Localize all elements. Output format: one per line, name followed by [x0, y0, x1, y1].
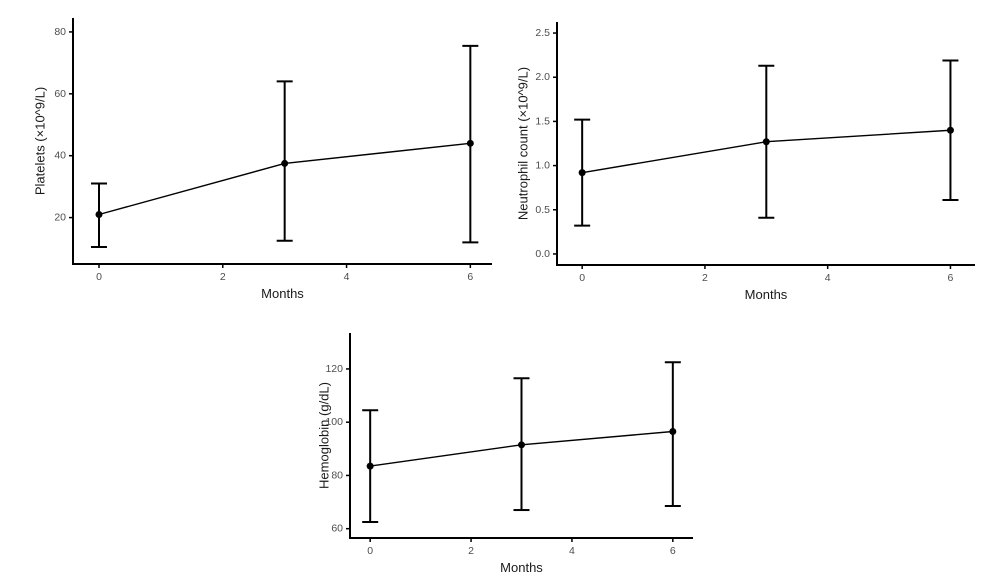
series-mean-with-error-bars [90, 44, 479, 248]
x-tick-label: 2 [220, 271, 226, 283]
data-point [578, 169, 586, 177]
data-point [946, 126, 954, 134]
y-tick-label: 1.5 [535, 115, 550, 127]
x-axis-title: Months [500, 560, 543, 575]
data-point [281, 159, 289, 167]
y-axis-title: Hemoglobin (g/dL) [317, 382, 332, 489]
x-tick-label: 2 [468, 545, 474, 557]
chart-neutrophil-count: 0 2 4 6 0.0 0.5 1.0 1.5 2.0 2.5 Neutrophil count (… [500, 0, 982, 305]
x-tick-label: 0 [96, 271, 102, 283]
series-mean-with-error-bars [574, 59, 959, 227]
hemoglobin-plot: 0 2 4 6 60 80 100 120 Hemoglobin (g/dL) Months [317, 333, 693, 575]
y-tick-label: 20 [54, 212, 66, 224]
chart-hemoglobin: 0 2 4 6 60 80 100 120 Hemoglobin (g/dL) Months [300, 300, 705, 582]
x-axis-title: Months [261, 286, 304, 301]
x-tick-label: 0 [579, 272, 585, 284]
chart-platelets: 0 2 4 6 20 40 60 80 Platelets (×10^9/L) Months [0, 0, 497, 305]
y-tick-label: 2.5 [535, 27, 550, 39]
data-point [669, 428, 677, 436]
x-tick-label: 4 [825, 272, 831, 284]
y-tick-label: 60 [331, 523, 343, 535]
y-axis-title: Platelets (×10^9/L) [33, 87, 48, 195]
y-tick-label: 0.5 [535, 204, 550, 216]
y-tick-label: 60 [54, 88, 66, 100]
data-point [95, 210, 103, 218]
x-axis-title: Months [745, 287, 788, 302]
data-point [466, 139, 474, 147]
x-tick-label: 6 [670, 545, 676, 557]
x-tick-label: 4 [569, 545, 575, 557]
x-tick-label: 6 [467, 271, 473, 283]
y-tick-label: 100 [325, 416, 343, 428]
y-tick-label: 80 [54, 26, 66, 38]
y-tick-label: 2.0 [535, 71, 550, 83]
y-tick-label: 40 [54, 150, 66, 162]
x-tick-label: 4 [344, 271, 350, 283]
data-point [366, 462, 374, 470]
y-tick-label: 120 [325, 363, 343, 375]
y-axis-title: Neutrophil count (×10^9/L) [516, 67, 531, 220]
data-point [762, 138, 770, 146]
x-tick-label: 6 [948, 272, 954, 284]
series-mean-with-error-bars [362, 361, 681, 524]
y-tick-label: 80 [331, 469, 343, 481]
platelets-plot: 0 2 4 6 20 40 60 80 Platelets (×10^9/L) Months [33, 18, 492, 301]
data-point [518, 441, 525, 449]
x-tick-label: 2 [702, 272, 708, 284]
neutrophil-count-plot: 0 2 4 6 0.0 0.5 1.0 1.5 2.0 2.5 Neutrophil count (… [516, 22, 975, 302]
x-tick-label: 0 [367, 545, 373, 557]
y-tick-label: 1.0 [535, 160, 550, 172]
y-tick-label: 0.0 [535, 248, 550, 260]
